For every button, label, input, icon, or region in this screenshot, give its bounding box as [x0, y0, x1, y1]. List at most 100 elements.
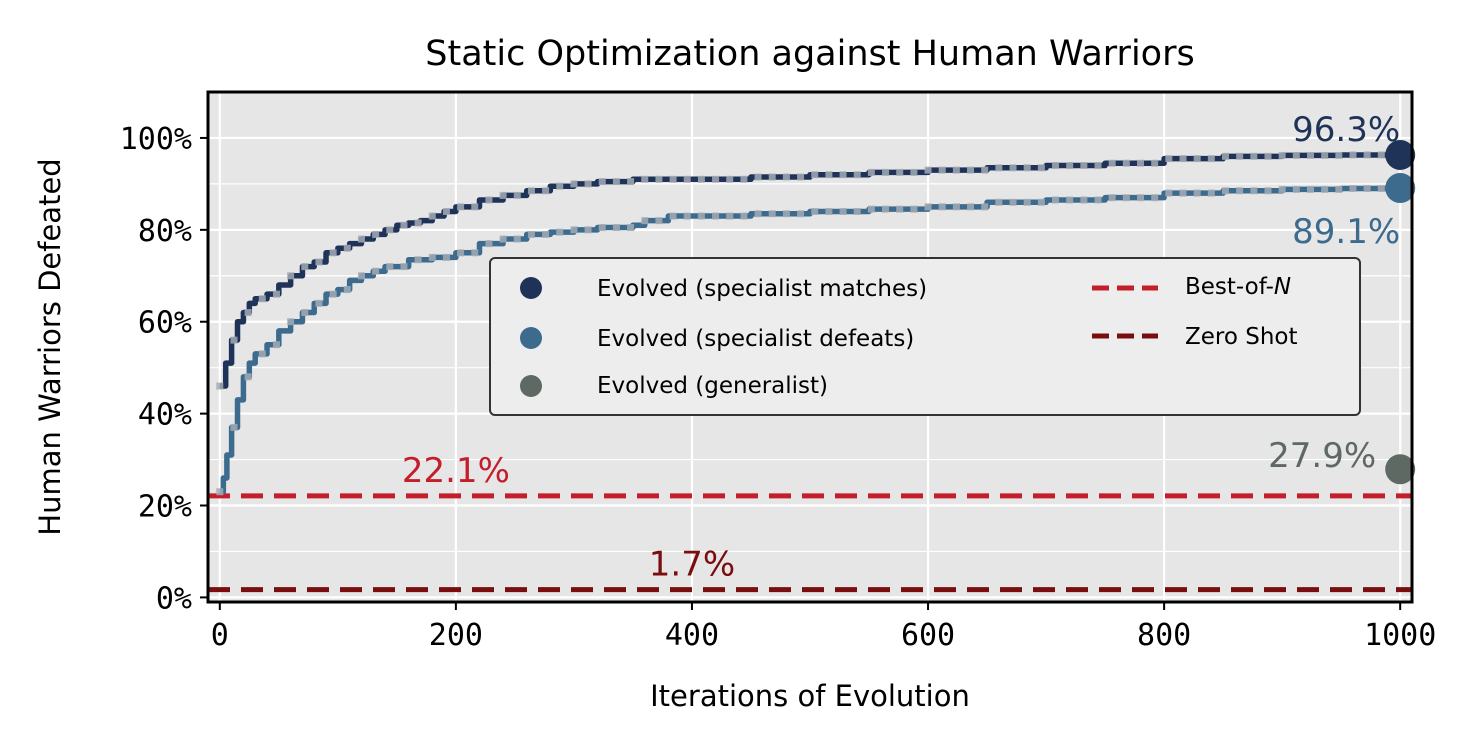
series-marker-evolved-specialist-defeats — [372, 267, 380, 275]
series-marker-evolved-specialist-matches — [1151, 159, 1159, 167]
series-marker-evolved-specialist-defeats — [230, 423, 238, 431]
endpoint-dot-evolved-generalist — [1385, 454, 1416, 485]
series-marker-evolved-specialist-matches — [627, 178, 635, 186]
legend-label-specialist-defeats: Evolved (specialist defeats) — [597, 326, 914, 352]
y-tick-label: 100% — [120, 122, 192, 157]
series-marker-evolved-specialist-defeats — [839, 207, 847, 215]
series-marker-evolved-specialist-defeats — [584, 226, 592, 234]
series-marker-evolved-specialist-defeats — [910, 205, 918, 213]
y-tick-label: 0% — [156, 581, 192, 616]
series-marker-evolved-specialist-matches — [669, 175, 677, 183]
series-marker-evolved-specialist-defeats — [896, 205, 904, 213]
series-marker-evolved-specialist-defeats — [1009, 198, 1017, 206]
series-marker-evolved-specialist-defeats — [1207, 189, 1215, 197]
series-marker-evolved-specialist-matches — [853, 171, 861, 179]
series-marker-evolved-specialist-matches — [896, 168, 904, 176]
hline-label-best-of-n: 22.1% — [402, 451, 510, 491]
y-tick-label: 80% — [138, 214, 192, 249]
series-marker-evolved-specialist-defeats — [952, 203, 960, 211]
y-axis-label: Human Warriors Defeated — [33, 158, 67, 535]
series-marker-evolved-specialist-defeats — [315, 299, 323, 307]
series-marker-evolved-specialist-matches — [1278, 151, 1286, 159]
series-marker-evolved-specialist-defeats — [612, 224, 620, 232]
series-marker-evolved-specialist-matches — [839, 171, 847, 179]
series-marker-evolved-specialist-defeats — [825, 207, 833, 215]
series-marker-evolved-specialist-defeats — [329, 290, 337, 298]
legend-marker-generalist — [520, 375, 542, 397]
series-marker-evolved-specialist-defeats — [1179, 189, 1187, 197]
x-axis-label: Iterations of Evolution — [650, 679, 970, 713]
series-marker-evolved-specialist-matches — [1052, 162, 1060, 170]
series-marker-evolved-specialist-matches — [1094, 162, 1102, 170]
series-marker-evolved-specialist-matches — [697, 175, 705, 183]
series-marker-evolved-specialist-defeats — [1250, 187, 1258, 195]
series-marker-evolved-specialist-defeats — [556, 228, 564, 236]
series-marker-evolved-specialist-defeats — [967, 203, 975, 211]
series-marker-evolved-specialist-matches — [952, 166, 960, 174]
series-marker-evolved-specialist-defeats — [726, 212, 734, 220]
series-marker-evolved-specialist-matches — [683, 175, 691, 183]
series-marker-evolved-specialist-defeats — [216, 488, 224, 496]
series-marker-evolved-specialist-defeats — [627, 224, 635, 232]
series-marker-evolved-specialist-matches — [967, 166, 975, 174]
series-marker-evolved-specialist-defeats — [1151, 194, 1159, 202]
x-tick-label: 0 — [211, 618, 229, 653]
series-marker-evolved-specialist-defeats — [527, 230, 535, 238]
series-marker-evolved-specialist-defeats — [1094, 196, 1102, 204]
x-tick-label: 400 — [665, 618, 719, 653]
series-marker-evolved-specialist-matches — [216, 382, 224, 390]
series-marker-evolved-specialist-defeats — [797, 210, 805, 218]
endpoint-label-evolved-specialist-defeats: 89.1% — [1292, 212, 1400, 252]
legend-frame — [489, 257, 1361, 416]
series-marker-evolved-specialist-defeats — [1236, 187, 1244, 195]
series-marker-evolved-specialist-matches — [372, 230, 380, 238]
series-marker-evolved-specialist-matches — [485, 196, 493, 204]
series-marker-evolved-specialist-defeats — [1278, 185, 1286, 193]
series-marker-evolved-specialist-matches — [414, 219, 422, 227]
series-marker-evolved-specialist-matches — [584, 180, 592, 188]
series-marker-evolved-specialist-defeats — [1363, 184, 1371, 192]
series-marker-evolved-specialist-defeats — [400, 263, 408, 271]
series-marker-evolved-specialist-defeats — [1264, 187, 1272, 195]
series-marker-evolved-specialist-matches — [386, 226, 394, 234]
series-marker-evolved-specialist-matches — [1165, 155, 1173, 163]
series-marker-evolved-specialist-defeats — [1066, 196, 1074, 204]
series-marker-evolved-specialist-defeats — [712, 212, 720, 220]
series-marker-evolved-specialist-matches — [1264, 152, 1272, 160]
y-tick-label: 60% — [138, 306, 192, 341]
series-marker-evolved-specialist-defeats — [1080, 196, 1088, 204]
series-marker-evolved-specialist-defeats — [669, 212, 677, 220]
x-tick-label: 1000 — [1364, 618, 1436, 653]
series-marker-evolved-specialist-matches — [357, 235, 365, 243]
series-marker-evolved-specialist-defeats — [457, 249, 465, 257]
series-line-evolved-specialist-defeats — [219, 185, 1403, 495]
series-marker-evolved-specialist-defeats — [768, 210, 776, 218]
series-marker-evolved-specialist-defeats — [301, 309, 309, 317]
series-marker-evolved-specialist-matches — [400, 221, 408, 229]
series-marker-evolved-specialist-defeats — [258, 350, 266, 358]
series-marker-evolved-specialist-defeats — [995, 198, 1003, 206]
series-marker-evolved-specialist-defeats — [471, 249, 479, 257]
series-marker-evolved-specialist-matches — [1363, 151, 1371, 159]
series-marker-evolved-specialist-matches — [882, 168, 890, 176]
series-marker-evolved-specialist-defeats — [1306, 185, 1314, 193]
series-marker-evolved-specialist-matches — [995, 164, 1003, 172]
series-marker-evolved-specialist-matches — [570, 180, 578, 188]
legend-label-zero-shot: Zero Shot — [1185, 324, 1298, 350]
series-marker-evolved-specialist-matches — [1250, 152, 1258, 160]
series-marker-evolved-specialist-matches — [1221, 152, 1229, 160]
series-marker-evolved-specialist-matches — [1080, 162, 1088, 170]
series-marker-evolved-specialist-defeats — [981, 203, 989, 211]
series-marker-evolved-specialist-defeats — [882, 205, 890, 213]
series-marker-evolved-specialist-defeats — [867, 205, 875, 213]
x-tick-label: 600 — [901, 618, 955, 653]
series-marker-evolved-specialist-defeats — [287, 318, 295, 326]
series-marker-evolved-specialist-defeats — [499, 235, 507, 243]
series-marker-evolved-specialist-matches — [726, 175, 734, 183]
series-marker-evolved-specialist-defeats — [442, 253, 450, 261]
series-marker-evolved-specialist-matches — [542, 187, 550, 195]
series-marker-evolved-specialist-defeats — [683, 212, 691, 220]
series-marker-evolved-specialist-defeats — [697, 212, 705, 220]
hline-label-zero-shot: 1.7% — [649, 545, 735, 585]
